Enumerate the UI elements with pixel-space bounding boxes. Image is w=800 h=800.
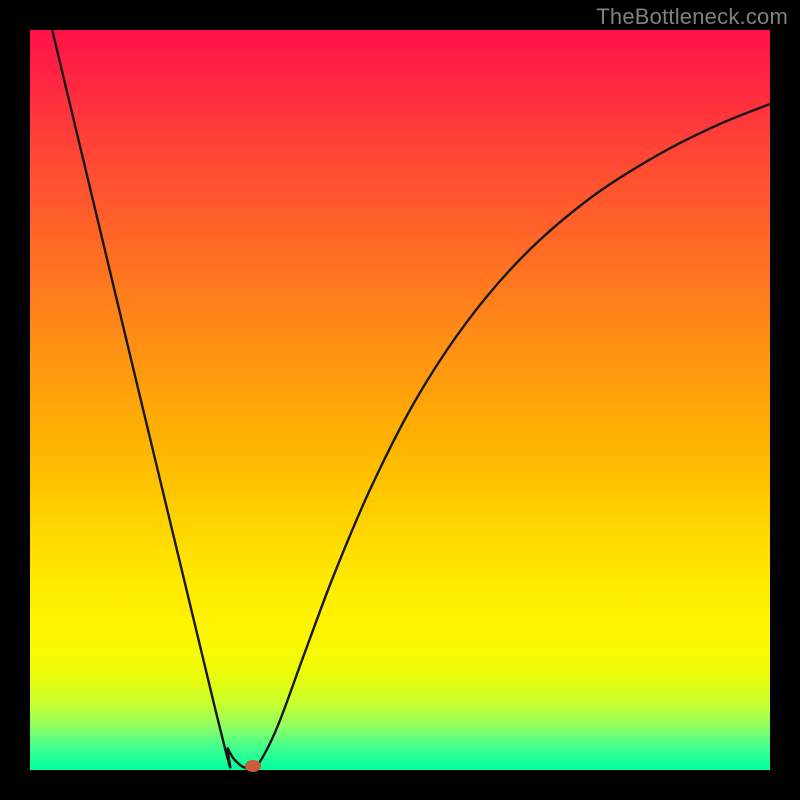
minimum-marker — [245, 760, 261, 772]
curve-right-ascent — [251, 104, 770, 769]
curve-left-descent — [52, 30, 250, 769]
plot-area — [30, 30, 770, 770]
figure-root: TheBottleneck.com — [0, 0, 800, 800]
watermark-text: TheBottleneck.com — [596, 4, 788, 30]
curve-layer — [30, 30, 770, 770]
